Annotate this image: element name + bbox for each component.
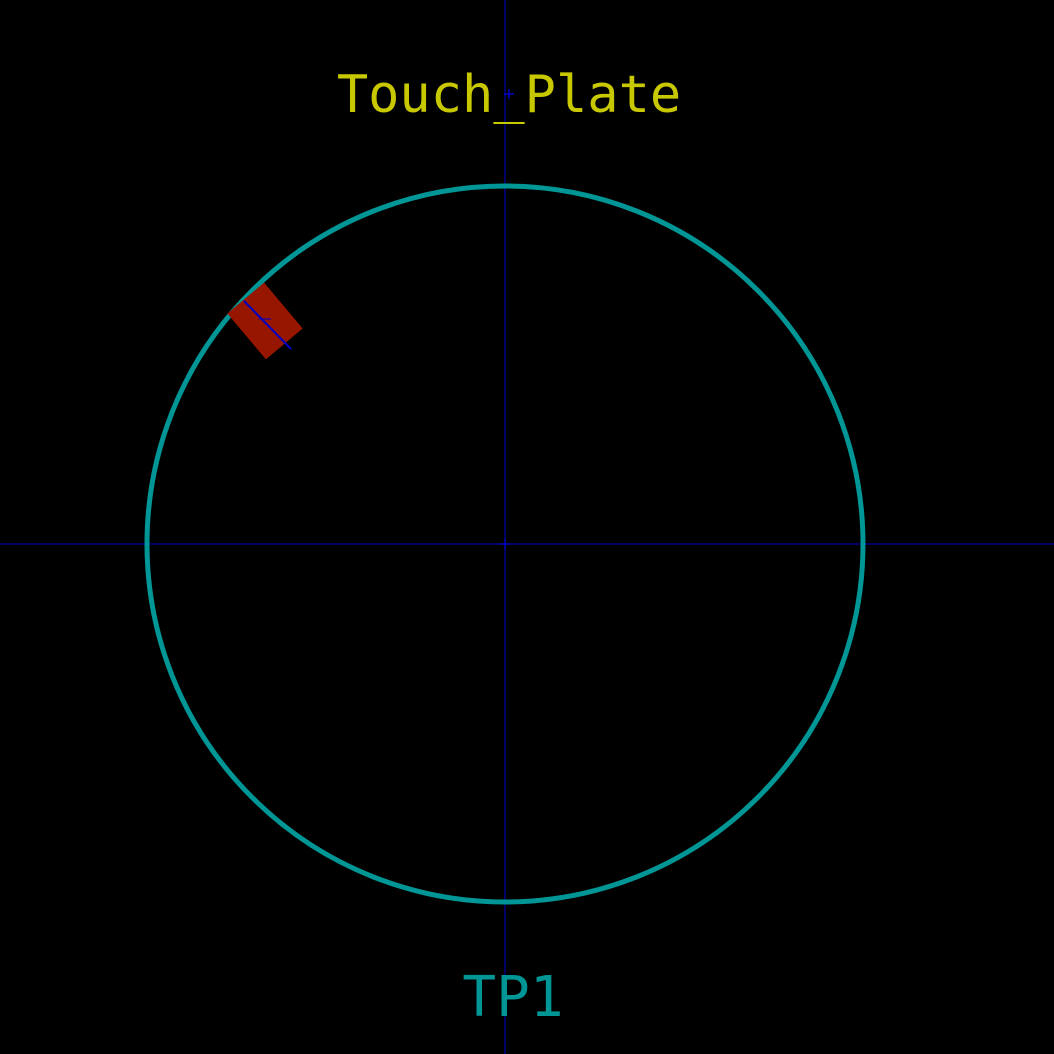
pad-marker-line bbox=[243, 300, 292, 350]
reference-text[interactable]: TP1 bbox=[462, 965, 563, 1030]
outline-circle[interactable] bbox=[144, 183, 866, 905]
